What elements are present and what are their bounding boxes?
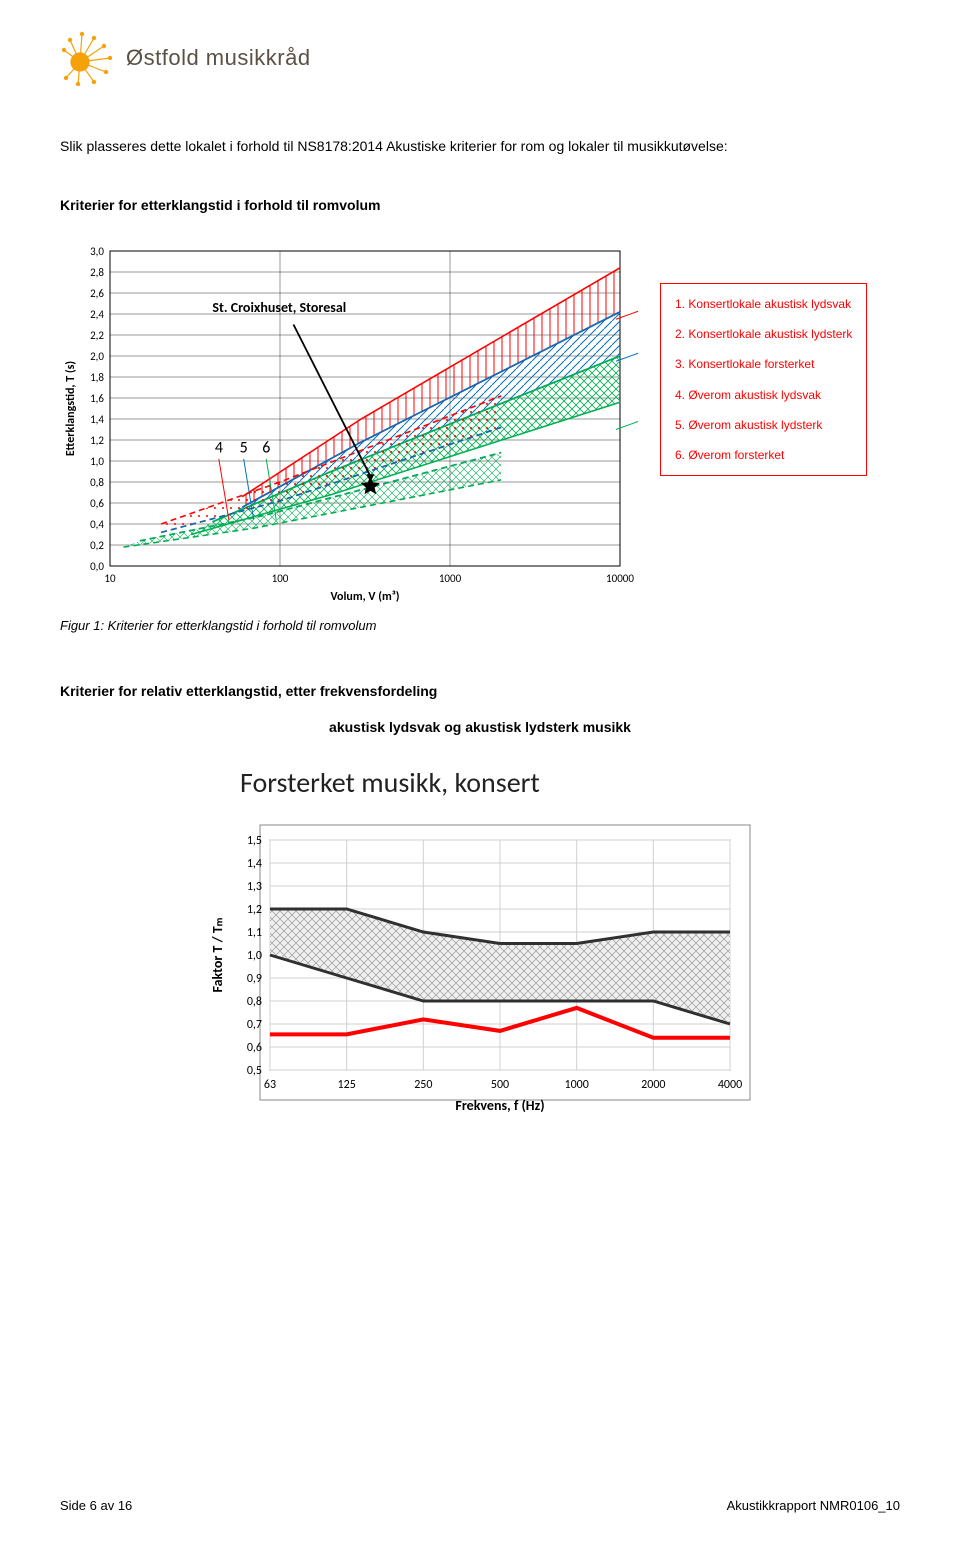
logo-icon: [60, 30, 116, 86]
figure1-caption: Figur 1: Kriterier for etterklangstid i …: [60, 618, 900, 633]
svg-text:0,0: 0,0: [90, 560, 104, 573]
svg-text:2,4: 2,4: [90, 308, 104, 321]
svg-text:3,0: 3,0: [90, 245, 104, 258]
svg-text:2,2: 2,2: [90, 329, 104, 342]
chart1-row: 0,0 0,2 0,4 0,6 0,8 1,0 1,2 1,4 1,6 1,8 2,0 2,2 2,4 2…: [60, 233, 900, 608]
legend-item: 6. Øverom forsterket: [675, 447, 852, 463]
svg-text:Frekvens, f (Hz): Frekvens, f (Hz): [455, 1097, 544, 1114]
svg-text:0,2: 0,2: [90, 539, 104, 552]
chart2-svg: 0,5 0,6 0,7 0,8 0,9 1,0 1,1 1,2 1,3 1,4 1,5 63 125 25…: [200, 815, 760, 1115]
svg-text:250: 250: [414, 1078, 432, 1092]
svg-text:10000: 10000: [606, 572, 634, 585]
legend-item: 4. Øverom akustisk lydsvak: [675, 387, 852, 403]
svg-text:500: 500: [491, 1078, 509, 1092]
svg-text:1000: 1000: [439, 572, 462, 585]
section2-sub: akustisk lydsvak og akustisk lydsterk mu…: [60, 719, 900, 735]
logo-row: Østfold musikkråd: [60, 30, 900, 86]
section2-title: Kriterier for relativ etterklangstid, et…: [60, 683, 900, 699]
chart1-svg: 0,0 0,2 0,4 0,6 0,8 1,0 1,2 1,4 1,6 1,8 2,0 2,2 2,4 2…: [60, 233, 640, 603]
svg-text:1,2: 1,2: [247, 903, 262, 917]
svg-text:1000: 1000: [565, 1078, 589, 1092]
chart1-legend: 1. Konsertlokale akustisk lydsvak 2. Kons…: [660, 283, 867, 476]
footer-left: Side 6 av 16: [60, 1498, 132, 1513]
svg-text:6: 6: [262, 439, 270, 458]
intro-text: Slik plasseres dette lokalet i forhold t…: [60, 136, 900, 157]
svg-text:1,4: 1,4: [247, 857, 262, 871]
section1-title: Kriterier for etterklangstid i forhold t…: [60, 197, 900, 213]
svg-text:1,4: 1,4: [90, 413, 104, 426]
legend-item: 3. Konsertlokale forsterket: [675, 356, 852, 372]
svg-text:Etterklangstid, T (s): Etterklangstid, T (s): [64, 361, 78, 456]
svg-text:Faktor T / Tₘ: Faktor T / Tₘ: [209, 917, 226, 992]
svg-text:0,5: 0,5: [247, 1064, 262, 1078]
svg-text:2000: 2000: [641, 1078, 665, 1092]
svg-text:0,4: 0,4: [90, 518, 104, 531]
legend-item: 1. Konsertlokale akustisk lydsvak: [675, 296, 852, 312]
svg-text:1,0: 1,0: [247, 949, 262, 963]
svg-text:1,6: 1,6: [90, 392, 104, 405]
chart2-container: Forsterket musikk, konsert 0,50,60,70,80…: [60, 765, 900, 1120]
svg-text:63: 63: [264, 1078, 276, 1092]
svg-text:10: 10: [104, 572, 116, 585]
svg-text:2,8: 2,8: [90, 266, 104, 279]
svg-text:1,3: 1,3: [247, 880, 262, 894]
svg-text:1,1: 1,1: [247, 926, 262, 940]
logo-text: Østfold musikkråd: [126, 45, 311, 71]
svg-text:2,0: 2,0: [90, 350, 104, 363]
svg-text:0,9: 0,9: [247, 972, 262, 986]
svg-text:0,6: 0,6: [247, 1041, 262, 1055]
legend-item: 5. Øverom akustisk lydsterk: [675, 417, 852, 433]
chart2-title: Forsterket musikk, konsert: [240, 765, 900, 800]
svg-text:1,2: 1,2: [90, 434, 104, 447]
page-footer: Side 6 av 16 Akustikkrapport NMR0106_10: [60, 1498, 900, 1513]
svg-text:0,8: 0,8: [90, 476, 104, 489]
svg-text:1,0: 1,0: [90, 455, 104, 468]
svg-text:5: 5: [240, 439, 248, 458]
svg-text:1,8: 1,8: [90, 371, 104, 384]
svg-text:St. Croixhuset, Storesal: St. Croixhuset, Storesal: [212, 299, 346, 316]
svg-text:100: 100: [272, 572, 289, 585]
svg-text:1,5: 1,5: [247, 834, 262, 848]
footer-right: Akustikkrapport NMR0106_10: [727, 1498, 900, 1513]
svg-text:4: 4: [215, 439, 223, 458]
svg-text:Volum, V (m³): Volum, V (m³): [330, 590, 399, 603]
svg-text:0,8: 0,8: [247, 995, 262, 1009]
svg-text:4000: 4000: [718, 1078, 742, 1092]
svg-text:0,7: 0,7: [247, 1018, 262, 1032]
svg-text:0,6: 0,6: [90, 497, 104, 510]
legend-item: 2. Konsertlokale akustisk lydsterk: [675, 326, 852, 342]
chart1-container: 0,0 0,2 0,4 0,6 0,8 1,0 1,2 1,4 1,6 1,8 2,0 2,2 2,4 2…: [60, 233, 640, 608]
svg-text:2,6: 2,6: [90, 287, 104, 300]
svg-text:125: 125: [338, 1078, 356, 1092]
